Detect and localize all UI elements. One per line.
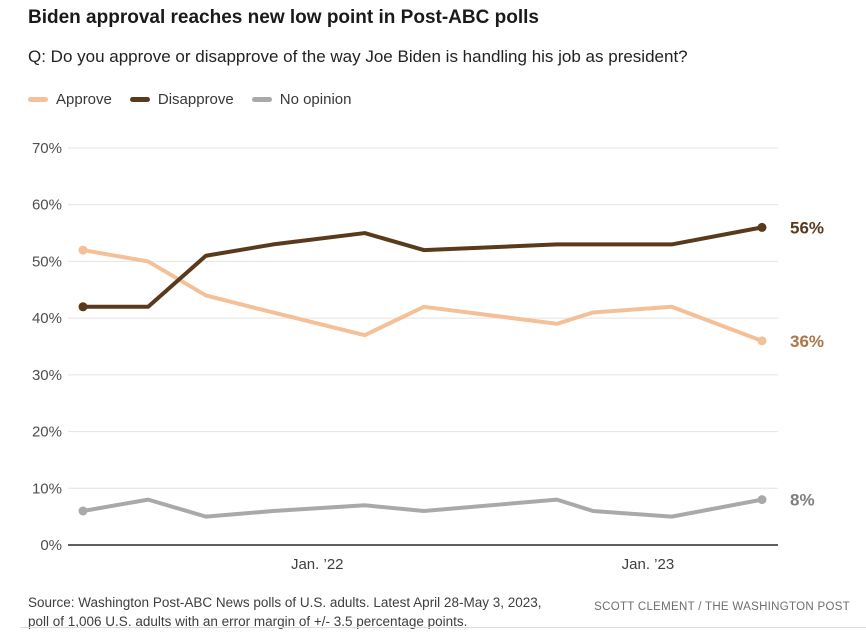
y-tick-label: 50%	[32, 253, 62, 270]
series-point-approve	[78, 245, 88, 255]
legend-label: Approve	[56, 91, 112, 108]
byline-credit: SCOTT CLEMENT / THE WASHINGTON POST	[594, 601, 850, 613]
series-line-no-opinion	[81, 497, 764, 519]
x-tick-label: Jan. ’22	[291, 556, 344, 573]
series-point-no-opinion	[757, 495, 767, 505]
bottom-divider	[20, 627, 866, 628]
legend-item-no-opinion: No opinion	[251, 91, 352, 108]
series-line-approve	[81, 248, 764, 343]
chart-title: Biden approval reaches new low point in …	[28, 7, 539, 28]
y-tick-label: 0%	[40, 537, 62, 554]
y-tick-label: 70%	[32, 140, 62, 157]
end-value-label-disapprove: 56%	[790, 218, 824, 237]
source-line: poll of 1,006 U.S. adults with an error …	[28, 614, 468, 629]
chart-legend: Approve Disapprove No opinion	[28, 91, 351, 108]
x-tick-label: Jan. ’23	[622, 556, 675, 573]
series-point-approve	[757, 336, 767, 346]
source-line: Source: Washington Post-ABC News polls o…	[28, 595, 542, 610]
series-point-no-opinion	[78, 506, 88, 516]
legend-item-disapprove: Disapprove	[129, 91, 234, 108]
y-tick-label: 10%	[32, 480, 62, 497]
series-line-disapprove	[81, 225, 764, 309]
series-point-disapprove	[78, 302, 88, 312]
approve-swatch-icon	[28, 97, 48, 102]
y-tick-label: 40%	[32, 310, 62, 327]
legend-label: No opinion	[279, 91, 352, 108]
chart-subtitle: Q: Do you approve or disapprove of the w…	[28, 47, 688, 66]
end-value-label-approve: 36%	[790, 332, 824, 351]
series-point-disapprove	[757, 222, 767, 232]
disapprove-swatch-icon	[129, 97, 150, 102]
y-tick-label: 30%	[32, 367, 62, 384]
legend-item-approve: Approve	[28, 91, 112, 108]
y-tick-label: 60%	[32, 197, 62, 214]
line-chart: 0% 10% 20% 30% 40% 50% 60% 70% Jan. ’22 Jan. ’23 3…	[32, 140, 824, 573]
end-value-label-no-opinion: 8%	[790, 491, 815, 510]
no-opinion-swatch-icon	[251, 97, 272, 102]
source-note: Source: Washington Post-ABC News polls o…	[28, 593, 542, 631]
legend-label: Disapprove	[157, 91, 234, 108]
y-tick-label: 20%	[32, 424, 62, 441]
